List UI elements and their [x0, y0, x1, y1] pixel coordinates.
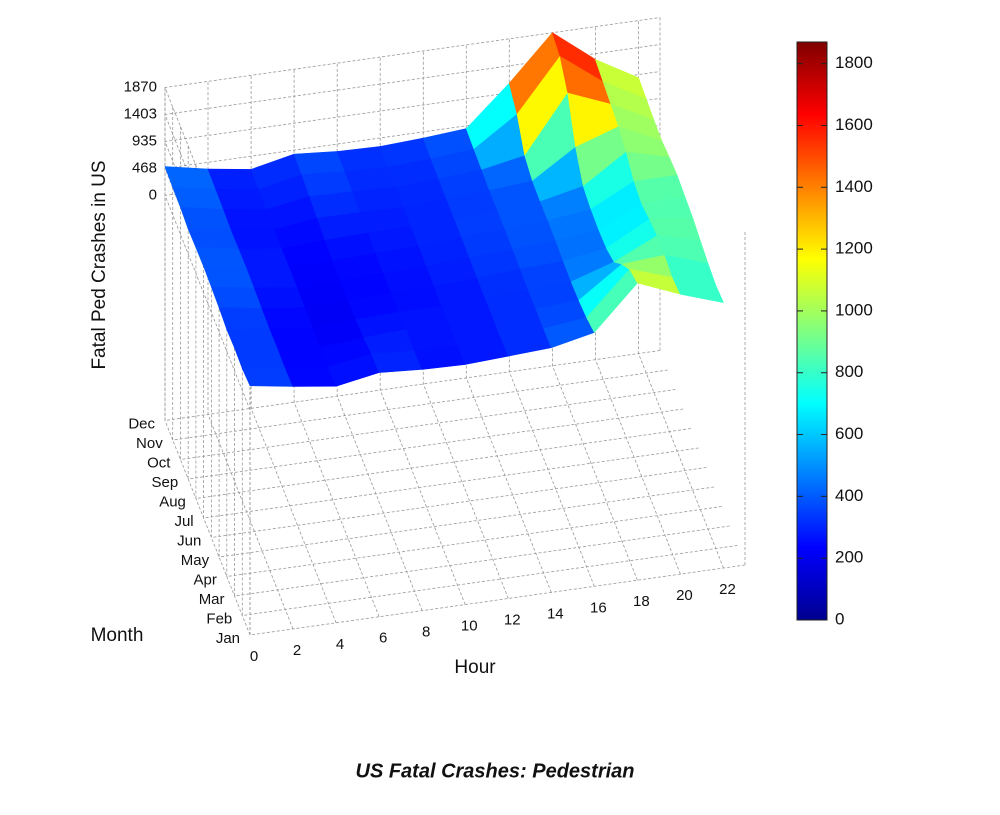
x-tick-label: 22 — [719, 581, 736, 598]
floor-grid-line — [203, 185, 699, 519]
x-tick-label: 8 — [422, 624, 430, 641]
colorbar-tick-label: 1400 — [835, 177, 873, 196]
y-tick-label: Jan — [216, 630, 240, 647]
wall-grid-line — [164, 125, 661, 411]
surface-patch — [195, 247, 248, 269]
colorbar-tick-label: 400 — [835, 486, 863, 505]
colorbar-tick-label: 1600 — [835, 115, 873, 134]
surface-patch — [210, 286, 263, 309]
x-axis-label: Hour — [454, 657, 496, 678]
x-tick-label: 14 — [547, 605, 564, 622]
surface-patch — [284, 366, 337, 387]
surface-patch — [253, 287, 306, 309]
surface-patch — [672, 277, 725, 304]
floor-grid-line — [234, 263, 730, 597]
colorbar-tick-label: 200 — [835, 548, 863, 567]
floor-grid-line — [164, 87, 661, 421]
z-tick-label: 1403 — [124, 105, 157, 122]
floor-grid-line — [226, 243, 722, 577]
z-tick-label: 0 — [149, 186, 157, 203]
surface-patch — [277, 346, 329, 369]
y-tick-label: Apr — [193, 571, 216, 588]
y-axis-label: Month — [91, 625, 144, 646]
surface-patch — [246, 267, 298, 289]
x-tick-label: 10 — [461, 618, 478, 635]
surface-patch — [293, 151, 346, 176]
x-tick-label: 6 — [379, 630, 387, 647]
x-tick-label: 18 — [633, 593, 650, 610]
colorbar-tick-label: 1000 — [835, 300, 873, 319]
surface-patch — [238, 248, 291, 269]
y-tick-label: Jul — [174, 513, 193, 530]
surface-patch — [230, 229, 283, 250]
surface-patch — [215, 188, 267, 210]
surface-patch — [187, 228, 240, 250]
surface-patch — [234, 347, 286, 369]
z-tick-label: 1870 — [124, 78, 157, 95]
floor-grid-line — [187, 146, 684, 480]
y-tick-label: Feb — [206, 610, 232, 627]
colorbar-tick-label: 1800 — [835, 53, 873, 72]
z-axis-label: Fatal Ped Crashes in US — [89, 160, 110, 369]
surface-patch — [261, 307, 314, 330]
surface-patch — [223, 208, 275, 231]
y-tick-label: Dec — [128, 415, 155, 432]
colorbar-tick-label: 600 — [835, 424, 863, 443]
y-tick-label: Jun — [177, 532, 201, 549]
y-tick-label: Sep — [151, 474, 178, 491]
surface-patch — [172, 186, 224, 210]
surface-patch — [218, 307, 271, 330]
x-tick-label: 16 — [590, 599, 607, 616]
colorbar — [796, 41, 828, 621]
chart-title: US Fatal Crashes: Pedestrian — [356, 760, 635, 782]
x-tick-label: 4 — [336, 636, 344, 653]
y-tick-label: Oct — [147, 454, 171, 471]
surface-patch — [269, 327, 322, 349]
y-tick-label: Nov — [136, 435, 163, 452]
surface-patch — [241, 367, 294, 387]
colorbar-tick-label: 1200 — [835, 239, 873, 258]
surface-patch — [226, 328, 279, 349]
surface-patch — [180, 206, 232, 231]
floor-grid-line — [172, 107, 668, 441]
y-tick-label: Mar — [199, 591, 225, 608]
floor-grid-line — [180, 126, 676, 460]
x-tick-label: 20 — [676, 587, 693, 604]
floor-grid-line — [218, 224, 715, 558]
surface-patch — [203, 266, 255, 289]
surface-patch — [370, 350, 423, 373]
z-tick-label: 935 — [132, 132, 157, 149]
floor-grid-line — [195, 165, 691, 499]
x-tick-label: 0 — [250, 648, 258, 665]
colorbar-tick-label: 0 — [835, 609, 844, 628]
floor-grid-line — [241, 282, 738, 616]
y-tick-label: May — [181, 552, 210, 569]
y-tick-label: Aug — [159, 493, 186, 510]
z-tick-label: 468 — [132, 159, 157, 176]
colorbar-tick-label: 800 — [835, 362, 863, 381]
floor-grid-line — [211, 204, 707, 538]
surface-patch — [207, 168, 260, 190]
x-tick-label: 2 — [293, 642, 301, 659]
x-tick-label: 12 — [504, 611, 521, 628]
